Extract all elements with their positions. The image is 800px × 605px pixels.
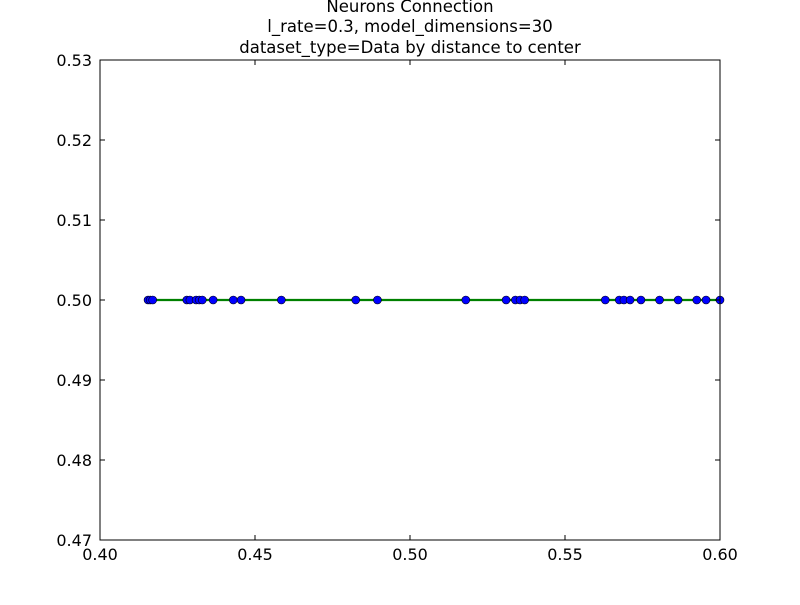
data-point-18 xyxy=(520,295,530,305)
data-point-12 xyxy=(351,295,361,305)
y-tick-label-6: 0.53 xyxy=(56,51,92,70)
plot-area: 0.40 0.45 0.50 0.55 0.60 0.47 0.48 0.49 0.50 0.51… xyxy=(56,51,737,564)
x-tick-label-2: 0.50 xyxy=(392,545,428,564)
data-point-24 xyxy=(655,295,664,305)
chart-title-line-2: l_rate=0.3, model_dimensions=30 xyxy=(267,17,552,37)
y-tick-label-5: 0.52 xyxy=(56,131,92,150)
data-point-26 xyxy=(692,295,702,305)
data-point-23 xyxy=(636,295,646,305)
data-point-8 xyxy=(208,295,218,305)
data-point-25 xyxy=(673,295,683,305)
x-tick-label-3: 0.55 xyxy=(547,545,583,564)
data-point-15 xyxy=(501,295,511,305)
chart-title-line-3: dataset_type=Data by distance to center xyxy=(239,38,581,58)
x-tick-label-4: 0.60 xyxy=(702,545,738,564)
y-tick-label-3: 0.50 xyxy=(56,291,92,310)
y-tick-label-1: 0.48 xyxy=(56,451,92,470)
y-tick-label-2: 0.49 xyxy=(56,371,92,390)
y-tick-label-4: 0.51 xyxy=(56,211,92,230)
data-point-9 xyxy=(229,295,238,305)
data-point-22 xyxy=(625,295,635,305)
data-point-19 xyxy=(600,295,610,305)
x-tick-label-1: 0.45 xyxy=(237,545,273,564)
data-point-14 xyxy=(461,295,471,305)
data-point-10 xyxy=(236,295,246,305)
data-point-13 xyxy=(373,295,382,305)
data-point-7 xyxy=(198,295,207,305)
chart-title-line-1: Neurons Connection xyxy=(326,0,493,16)
x-tick-label-0: 0.40 xyxy=(82,545,118,564)
y-tick-label-0: 0.47 xyxy=(56,531,92,550)
chart-title: Neurons Connection l_rate=0.3, model_dim… xyxy=(239,0,581,58)
data-point-2 xyxy=(148,295,157,305)
data-point-11 xyxy=(277,295,286,305)
data-point-27 xyxy=(701,295,711,305)
